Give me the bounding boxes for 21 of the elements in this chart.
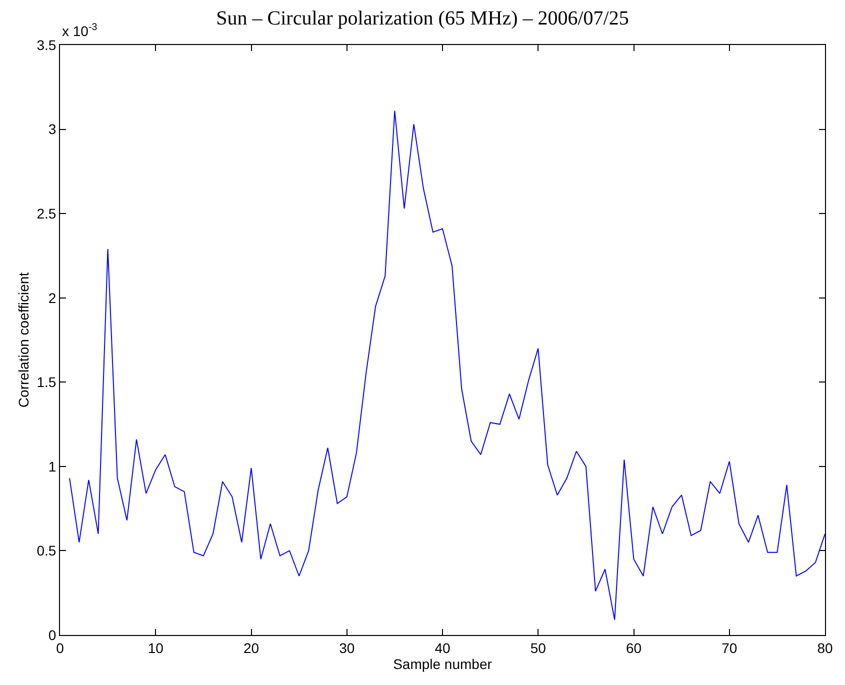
x-tick-label: 40 — [434, 640, 450, 656]
x-axis-title: Sample number — [393, 656, 492, 672]
text: x 10$^{-3}$ — [62, 22, 98, 39]
x-tick-label: 50 — [530, 640, 546, 656]
x-tick-label: 10 — [148, 640, 164, 656]
y-tick-label: 2.5 — [36, 205, 56, 222]
y-tick-label: 3.5 — [36, 36, 56, 53]
y-axis-title: Correlation coefficient — [15, 272, 32, 408]
y-tick-label: 1 — [48, 458, 56, 474]
y-tick-label: 2 — [48, 290, 56, 306]
y-tick-label: 1.5 — [36, 374, 56, 390]
x-tick-label: 20 — [243, 640, 260, 656]
x-tick-label: 30 — [339, 640, 355, 656]
x-tick-label: 70 — [722, 640, 738, 656]
y-tick-label: 0.5 — [36, 542, 56, 559]
y-tick-label: 0 — [48, 626, 56, 643]
chart-title: Sun – Circular polarization (65 MHz) – 2006/07/25 — [216, 7, 629, 30]
x-tick-label: 60 — [626, 640, 642, 656]
x-tick-label: 80 — [817, 640, 833, 656]
line-series — [69, 110, 825, 620]
y-tick-label: 3 — [48, 121, 56, 138]
